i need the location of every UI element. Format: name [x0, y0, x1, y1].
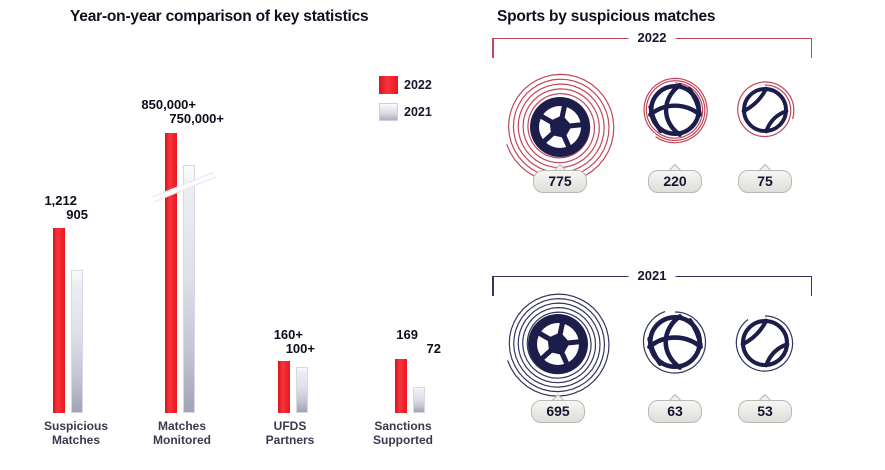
- bar-2022-ufds-partners: [278, 361, 290, 413]
- year-bracket-tick-left-2021: [492, 276, 494, 296]
- basketball-icon-2022: [643, 77, 708, 144]
- tennis-cell-2022: [700, 45, 830, 175]
- category-label-suspicious-matches: Suspicious Matches: [43, 419, 108, 447]
- tennis-icon-2022: [737, 81, 795, 138]
- basketball-cell-2022: [610, 45, 740, 175]
- value-2021-ufds-partners: 100+: [285, 341, 315, 356]
- spiral-rings-tennis-2022: [737, 81, 795, 138]
- right-chart-title: Sports by suspicious matches: [497, 8, 716, 25]
- bar-2021-suspicious-matches: [71, 270, 83, 413]
- football-ball-glyph: [528, 314, 588, 374]
- football-ball-glyph: [530, 97, 590, 157]
- value-2022-ufds-partners: 160+: [273, 327, 303, 342]
- tennis-ball-glyph: [740, 318, 790, 368]
- basketball-icon-2021: [642, 311, 707, 374]
- bar-2021-sanctions-supported: [413, 387, 425, 413]
- value-badge-basketball-2021: 63: [648, 399, 702, 423]
- legend-label-2022: 2022: [404, 78, 432, 92]
- bar-2021-ufds-partners: [296, 367, 308, 413]
- bar-2022-matches-monitored: [165, 133, 177, 413]
- value-2022-suspicious-matches: 1,212: [44, 193, 77, 208]
- value-badge-football-2022: 775: [533, 169, 587, 193]
- tennis-cell-2021: [700, 278, 830, 408]
- year-bracket-tick-right-2022: [810, 38, 812, 58]
- year-bracket-tick-right-2021: [810, 276, 812, 296]
- legend-swatch-2022: [379, 76, 398, 94]
- legend-label-2021: 2021: [404, 105, 432, 119]
- value-badge-football-2021: 695: [531, 399, 585, 423]
- value-badge-tennis-2021: 53: [738, 399, 792, 423]
- value-2021-matches-monitored: 750,000+: [169, 111, 224, 126]
- basketball-cell-2021: [610, 277, 740, 407]
- basketball-ball-glyph: [648, 83, 702, 137]
- spiral-rings-basketball-2021: [642, 311, 707, 374]
- spiral-rings-basketball-2022: [643, 77, 708, 144]
- value-2022-sanctions-supported: 169: [396, 327, 418, 342]
- value-2022-matches-monitored: 850,000+: [141, 97, 196, 112]
- value-2021-sanctions-supported: 72: [426, 341, 441, 356]
- football-icon-2022: [506, 73, 615, 183]
- football-cell-2021: [493, 279, 623, 409]
- tennis-ball-glyph: [741, 86, 789, 134]
- value-2021-suspicious-matches: 905: [66, 207, 88, 222]
- year-bracket-tick-left-2022: [492, 38, 494, 58]
- year-label-2022: 2022: [628, 30, 676, 45]
- bar-2022-suspicious-matches: [53, 228, 65, 413]
- legend-swatch-2021: [379, 103, 398, 121]
- bar-2022-sanctions-supported: [395, 359, 407, 413]
- tennis-icon-2021: [735, 315, 794, 372]
- year-label-2021: 2021: [628, 268, 676, 283]
- category-label-ufds-partners: UFDS Partners: [265, 419, 315, 447]
- spiral-rings-tennis-2021: [735, 315, 794, 372]
- category-label-sanctions-supported: Sanctions Supported: [373, 419, 433, 447]
- football-cell-2022: [495, 62, 625, 192]
- football-icon-2021: [507, 293, 610, 397]
- bar-2021-matches-monitored: [183, 165, 195, 413]
- value-badge-tennis-2022: 75: [738, 169, 792, 193]
- basketball-ball-glyph: [647, 314, 703, 370]
- category-label-matches-monitored: Matches Monitored: [153, 419, 211, 447]
- value-badge-basketball-2022: 220: [648, 169, 702, 193]
- left-chart-title: Year-on-year comparison of key statistic…: [70, 8, 369, 25]
